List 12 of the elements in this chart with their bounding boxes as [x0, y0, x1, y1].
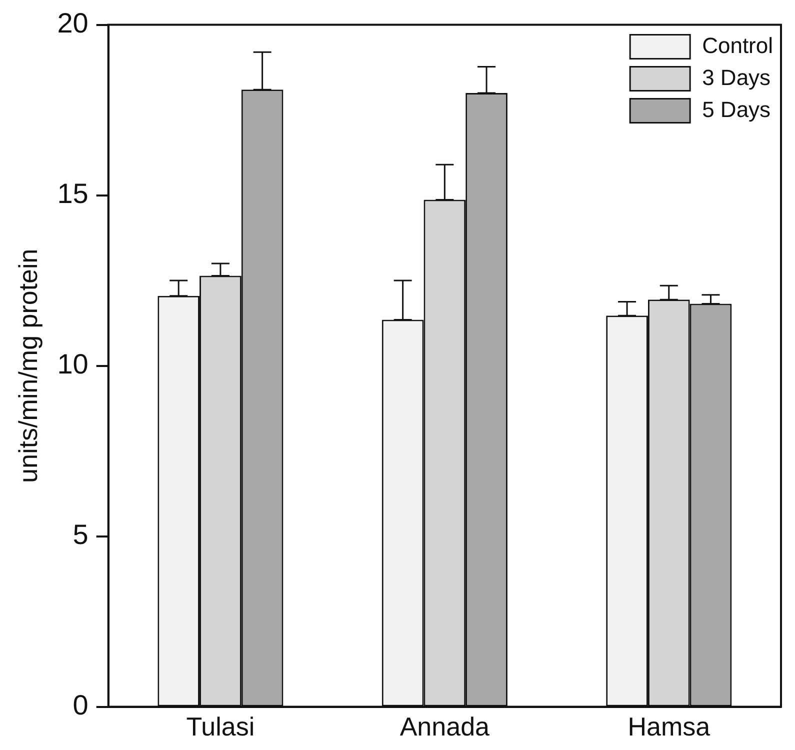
- y-tick-label: 10: [57, 348, 88, 380]
- legend-label: 3 Days: [702, 64, 771, 90]
- y-tick-label: 15: [57, 178, 88, 210]
- y-tick-label: 0: [72, 690, 88, 721]
- legend-label: Control: [702, 32, 773, 58]
- x-tick-label: Hamsa: [628, 712, 711, 742]
- x-tick-label: Annada: [400, 712, 490, 742]
- y-tick-label: 20: [57, 8, 88, 39]
- x-tick-label: Tulasi: [186, 712, 255, 742]
- y-axis-title: units/min/mg protein: [12, 248, 43, 483]
- y-tick-label: 5: [72, 519, 88, 550]
- legend-label: 5 Days: [702, 96, 771, 122]
